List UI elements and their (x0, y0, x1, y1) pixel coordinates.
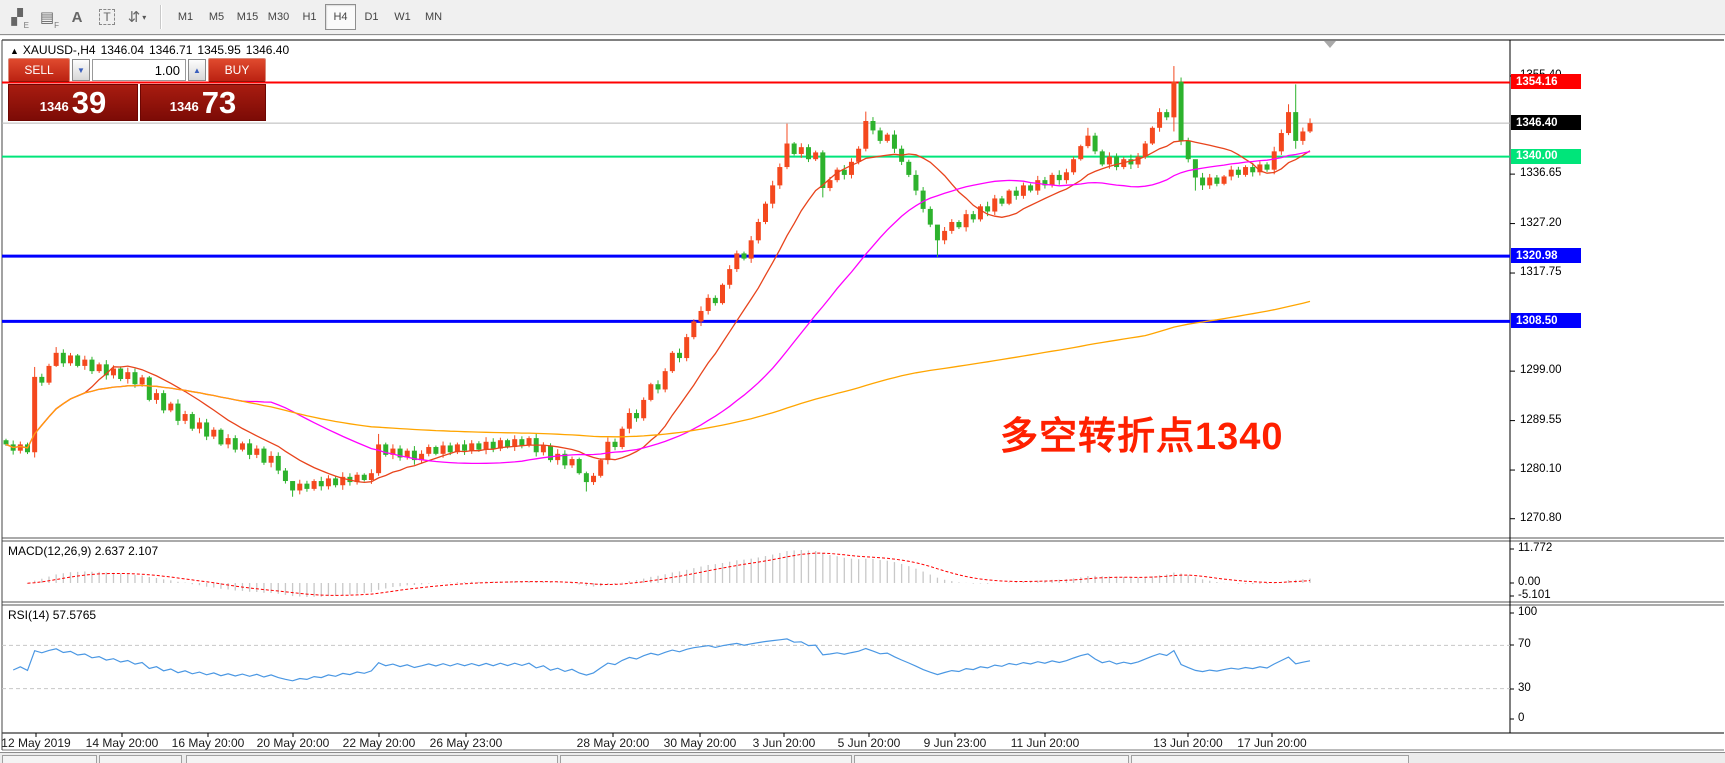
price-tick-label: 1270.80 (1520, 511, 1562, 524)
macd-scale-label: 0.00 (1518, 576, 1541, 588)
timeframe-button-m15[interactable]: M15 (236, 11, 259, 23)
background-tab (99, 755, 182, 763)
volume-increase-button[interactable]: ▲ (188, 59, 206, 81)
chevron-down-icon: ▾ (142, 12, 147, 22)
background-tab (854, 755, 1129, 763)
price-tick-label: 1317.75 (1520, 266, 1562, 279)
macd-scale-label: -5.101 (1518, 589, 1551, 601)
background-tab (560, 755, 852, 763)
date-tick-label: 12 May 2019 (1, 736, 71, 750)
date-tick-label: 14 May 20:00 (85, 736, 159, 750)
chart-shift-marker (1324, 41, 1336, 48)
date-tick-label: 30 May 20:00 (663, 736, 737, 750)
pattern-glyph: ▞ (11, 9, 23, 26)
close-value: 1346.40 (245, 43, 290, 57)
price-tick-label: 1299.00 (1520, 364, 1562, 377)
rsi-label: RSI(14) 57.5765 (8, 608, 97, 622)
timeframe-button-h1[interactable]: H1 (302, 11, 317, 23)
price-tick-label: 1289.55 (1520, 413, 1562, 426)
date-tick-label: 11 Jun 20:00 (1010, 736, 1080, 750)
open-value: 1346.04 (100, 43, 144, 57)
timeframe-button-mn[interactable]: MN (424, 11, 443, 23)
price-tick-label: 1280.10 (1520, 463, 1562, 476)
timeframe-button-w1[interactable]: W1 (394, 11, 411, 23)
text-box-icon[interactable]: T (94, 4, 120, 30)
rsi-scale-label: 70 (1518, 638, 1531, 650)
macd-main-value: 2.637 (94, 544, 125, 558)
timeframe-button-m5[interactable]: M5 (208, 11, 225, 23)
buy-button[interactable]: BUY (208, 58, 266, 82)
chart-annotation-text: 多空转折点1340 (1000, 416, 1284, 458)
timeframe-group: M1 M5 M15 M30 H1 H4 D1 W1 MN (170, 4, 449, 30)
text-label-icon[interactable]: A (71, 8, 83, 26)
background-tab (1131, 755, 1409, 763)
macd-signal-value: 2.107 (128, 544, 159, 558)
arrows-icon[interactable]: ⇵ ▾ (127, 9, 147, 26)
ohlc-header: ▲ XAUUSD-,H4 1346.04 1346.71 1345.95 1346.40 (10, 43, 294, 57)
date-tick-label: 13 Jun 20:00 (1153, 736, 1223, 750)
timeframe-button-d1[interactable]: D1 (364, 11, 379, 23)
sell-button[interactable]: SELL (8, 58, 70, 82)
buy-price-display[interactable]: 1346 73 (140, 84, 266, 121)
price-badge: 1308.50 (1511, 313, 1581, 329)
price-badge: 1340.00 (1511, 148, 1581, 164)
date-tick-label: 17 Jun 20:00 (1237, 736, 1307, 750)
fibonacci-glyph: ▤ (39, 9, 55, 26)
price-badge: 1354.16 (1511, 74, 1581, 90)
date-tick-label: 16 May 20:00 (171, 736, 245, 750)
timeframe-button-m30[interactable]: M30 (267, 11, 290, 23)
timeframe-button-h4[interactable]: H4 (325, 4, 356, 30)
pattern-draw-icon[interactable]: ▞ E (11, 9, 29, 30)
toolbar-separator (160, 5, 162, 29)
collapse-arrow-icon: ▲ (10, 46, 19, 56)
date-tick-label: 22 May 20:00 (342, 736, 416, 750)
symbol-title: XAUUSD-,H4 (22, 43, 96, 57)
date-tick-label: 26 May 23:00 (429, 736, 503, 750)
high-value: 1346.71 (149, 43, 193, 57)
date-tick-label: 28 May 20:00 (576, 736, 650, 750)
sell-price-display[interactable]: 1346 39 (8, 84, 138, 121)
background-window-strip (0, 752, 1725, 763)
date-tick-label: 5 Jun 20:00 (837, 736, 901, 750)
date-tick-label: 20 May 20:00 (256, 736, 330, 750)
price-tick-label: 1327.20 (1520, 216, 1562, 229)
timeframe-button-m1[interactable]: M1 (177, 11, 194, 23)
rsi-value: 57.5765 (52, 608, 97, 622)
rsi-scale-label: 100 (1518, 606, 1538, 618)
rsi-scale-label: 0 (1518, 712, 1525, 724)
fibonacci-icon[interactable]: ▤ F (39, 9, 59, 30)
price-badge: 1320.98 (1511, 248, 1581, 264)
one-click-trade-panel: SELL ▼ ▲ BUY 1346 39 1346 73 (8, 58, 266, 121)
rsi-scale-label: 30 (1518, 682, 1531, 694)
volume-decrease-button[interactable]: ▼ (72, 59, 90, 81)
low-value: 1345.95 (197, 43, 241, 57)
price-tick-label: 1336.65 (1520, 167, 1562, 180)
background-tab (2, 755, 97, 763)
volume-input[interactable] (92, 59, 186, 81)
macd-label: MACD(12,26,9) 2.637 2.107 (8, 544, 159, 558)
background-tab (186, 755, 558, 763)
date-tick-label: 3 Jun 20:00 (752, 736, 816, 750)
price-badge: 1346.40 (1511, 115, 1581, 131)
macd-scale-label: 11.772 (1518, 542, 1553, 554)
top-toolbar: ▞ E ▤ F A T ⇵ ▾ M1 M5 M15 M30 H1 H4 D1 W1 MN (0, 0, 1725, 35)
date-tick-label: 9 Jun 23:00 (923, 736, 987, 750)
